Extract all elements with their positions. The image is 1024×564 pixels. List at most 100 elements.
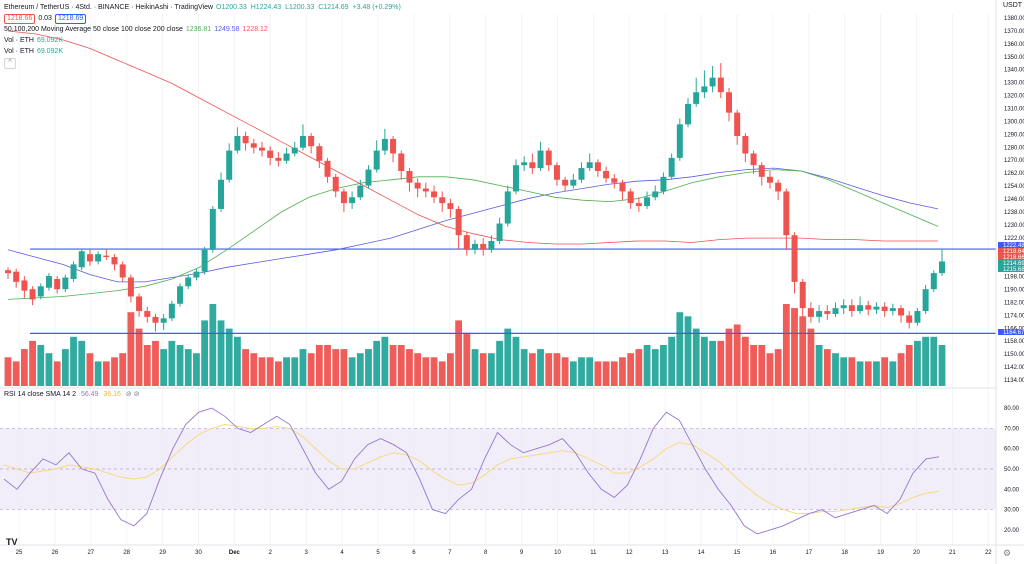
price-tick-label: 1198.00 xyxy=(1004,275,1024,281)
time-tick-label: 15 xyxy=(734,550,741,556)
price-tick-label: 1330.00 xyxy=(1004,81,1024,87)
volume-bar xyxy=(291,357,299,386)
rsi-visibility-icon[interactable]: ⊘ ⊘ xyxy=(125,391,140,398)
candle-body xyxy=(37,286,44,297)
tradingview-logo-icon[interactable]: TV xyxy=(6,537,18,547)
candle-body xyxy=(283,153,290,161)
price-tick-label: 1300.00 xyxy=(1004,119,1024,125)
volume-bar xyxy=(487,353,495,386)
collapse-legend-chevron-icon[interactable]: ^ xyxy=(4,58,16,69)
candle-body xyxy=(898,308,905,316)
candle-body xyxy=(267,150,274,158)
price-tick-label: 1290.00 xyxy=(1004,132,1024,138)
volume-bar xyxy=(4,357,12,386)
vol-label[interactable]: Vol · ETH xyxy=(4,37,34,44)
candle-body xyxy=(62,277,69,290)
volume-bar xyxy=(660,345,667,386)
rsi-tick-label: 30.00 xyxy=(1004,508,1020,514)
rsi-line xyxy=(3,407,940,535)
rsi-tick-label: 40.00 xyxy=(1004,487,1020,493)
symbol-title[interactable]: Ethereum / TetherUS · 4Std. · BINANCE · … xyxy=(4,4,214,11)
rsi-legend-label[interactable]: RSI 14 close SMA 14 2 xyxy=(4,391,76,398)
time-tick-label: 7 xyxy=(448,550,452,556)
volume-bar xyxy=(78,340,86,386)
volume-bar xyxy=(160,349,168,386)
volume-bar xyxy=(184,349,192,386)
volume-bar xyxy=(750,345,757,386)
buy-price-box[interactable]: 1218.69 xyxy=(54,13,87,24)
rsi-axis[interactable]: 80.00 70.00 60.00 50.00 40.00 30.00 20.00 xyxy=(1004,406,1020,534)
price-tag xyxy=(998,254,1024,260)
rsi-tick-label: 20.00 xyxy=(1004,528,1020,534)
volume-bar xyxy=(807,328,815,386)
volume-bar xyxy=(873,361,880,386)
candle-body xyxy=(570,179,577,186)
volume-bar xyxy=(610,361,618,386)
price-tick-label: 1270.00 xyxy=(1004,158,1024,164)
price-tick-label: 1360.00 xyxy=(1004,42,1024,48)
ma50-value: 1236.81 xyxy=(185,26,212,33)
volume-bar xyxy=(152,340,159,386)
volume-bar xyxy=(299,349,307,386)
time-tick-label: 13 xyxy=(662,550,669,556)
candle-body xyxy=(807,308,814,317)
volume-bar xyxy=(307,353,315,386)
price-tick-label: 1182.00 xyxy=(1004,300,1024,306)
volume-bar xyxy=(848,357,856,386)
candle-body xyxy=(152,316,159,323)
vol-legend-row-2: Vol · ETH 69.092K xyxy=(4,46,403,57)
volume-bar xyxy=(717,340,725,386)
candle-body xyxy=(676,124,683,158)
candle-body xyxy=(324,160,331,177)
candle-body xyxy=(504,191,511,224)
candle-body xyxy=(775,182,782,192)
candle-body xyxy=(545,150,552,166)
time-tick-label: 22 xyxy=(985,550,992,556)
time-tick-label: 3 xyxy=(305,550,309,556)
candle-body xyxy=(226,150,233,180)
volume-bar xyxy=(619,357,626,386)
candle-body xyxy=(529,162,536,169)
time-axis[interactable]: 25 26 27 28 29 30 Dec 2 3 4 5 6 7 8 9 10 11 12 13 14 15 16 17 1… xyxy=(16,550,993,556)
volume-bar xyxy=(741,336,749,386)
ma-legend-label[interactable]: 50,100,200 Moving Average 50 close 100 c… xyxy=(4,26,183,33)
volume-bar xyxy=(53,361,61,386)
vol-label[interactable]: Vol · ETH xyxy=(4,48,34,55)
price-tick-label: 1142.00 xyxy=(1004,365,1024,371)
volume-bar xyxy=(545,353,553,386)
horizontal-lines[interactable] xyxy=(30,248,996,334)
gear-icon[interactable]: ⚙ xyxy=(1003,548,1012,558)
volume-bar xyxy=(242,349,249,386)
volume-bar xyxy=(102,361,110,386)
price-tick-label: 1190.00 xyxy=(1004,288,1024,294)
volume-bar xyxy=(791,308,798,386)
vol-legend-row-1: Vol · ETH 69.092K xyxy=(4,35,403,46)
time-tick-label: 28 xyxy=(123,550,130,556)
volume-bar xyxy=(832,353,839,386)
candle-body xyxy=(349,197,356,204)
price-tag xyxy=(998,329,1024,335)
candle-body xyxy=(832,308,839,314)
volume-bar xyxy=(881,357,889,386)
candle-body xyxy=(398,153,405,172)
candle-body xyxy=(848,305,855,312)
volume-bar xyxy=(86,353,94,386)
price-tag xyxy=(998,266,1024,272)
candle-body xyxy=(95,254,102,262)
candle-body xyxy=(13,271,20,282)
candle-body xyxy=(299,136,306,148)
candle-body xyxy=(693,92,700,104)
volume-bar xyxy=(586,357,594,386)
volume-bar xyxy=(332,349,340,386)
volume-bar xyxy=(348,357,356,386)
candles[interactable] xyxy=(5,63,945,332)
volume-bar xyxy=(758,345,766,386)
volume-bar xyxy=(356,353,364,386)
volume-bar xyxy=(29,340,36,386)
sell-price-box[interactable]: 1218.66 xyxy=(4,13,36,24)
price-tag xyxy=(998,242,1024,248)
volume-bar xyxy=(528,353,536,386)
candle-body xyxy=(390,138,397,154)
volume-bar xyxy=(782,304,790,386)
